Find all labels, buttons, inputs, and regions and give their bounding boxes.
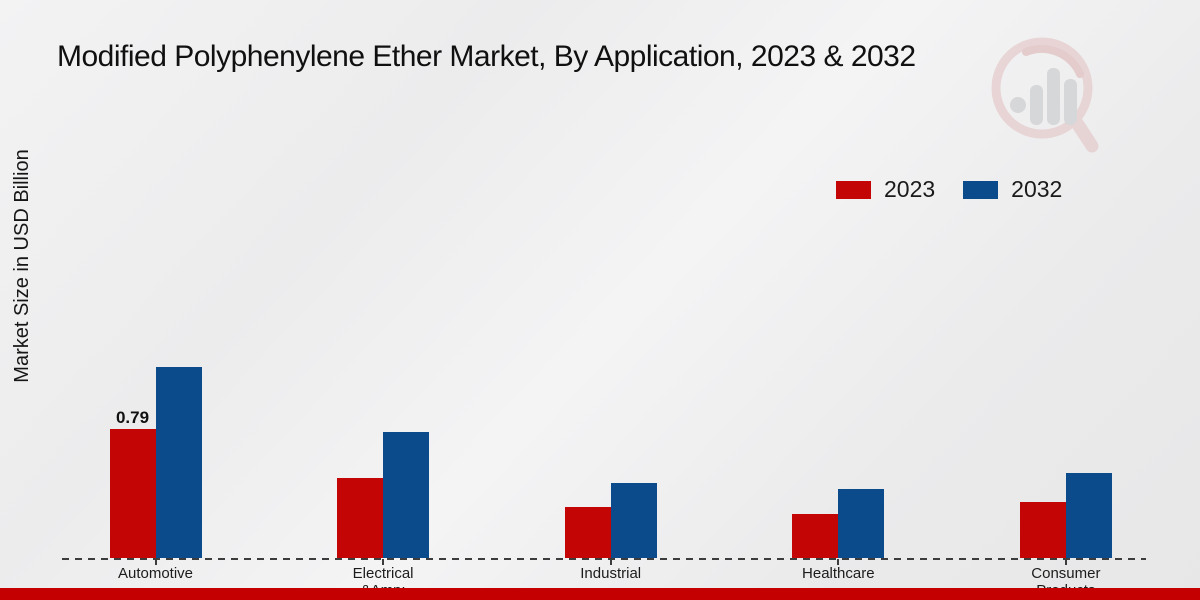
bar-2023-industrial [564,507,611,558]
category-label-automotive: Automotive [117,565,194,582]
legend-item-2023: 2023 [836,176,935,203]
bar-2023-electrical-amp [337,478,384,558]
legend-swatch-2032 [963,180,999,199]
bar-2032-consumer-products [1065,473,1112,558]
bar-2023-healthcare [792,514,839,558]
magnifier-ring [991,37,1093,139]
category-label-industrial: Industrial [580,565,642,582]
logo-bar-small [1030,85,1043,125]
x-tick-consumer-products [1064,559,1067,565]
x-axis-dashed-baseline [62,558,1146,560]
bar-2023-consumer-products [1019,502,1066,558]
bar-2032-healthcare [838,489,885,558]
logo-bar-tall [1047,68,1060,125]
magnifier-handle [1070,116,1099,153]
legend-label-2023: 2023 [884,176,936,202]
magnifier-chart-logo [991,37,1099,153]
legend-swatch-2023 [836,180,871,199]
x-tick-industrial [609,559,612,565]
bar-2032-electrical-amp [383,432,430,558]
x-tick-automotive [154,559,157,565]
bottom-red-banner [0,588,1200,600]
bar-2023-automotive [109,429,156,558]
chart-title: Modified Polyphenylene Ether Market, By … [57,40,916,73]
legend-item-2032: 2032 [963,176,1062,203]
logo-bar-medium [1064,79,1077,125]
logo-dot [1010,97,1026,113]
logo-arrow-arc [1022,45,1084,78]
bar-2032-automotive [155,367,202,558]
legend: 2023 2032 [836,176,1062,203]
bar-2032-industrial [610,483,657,558]
legend-label-2032: 2032 [1011,176,1063,202]
x-tick-healthcare [837,559,840,565]
category-label-healthcare: Healthcare [802,565,875,582]
bar-value-label: 0.79 [115,408,150,427]
x-tick-electrical-amp [382,559,385,565]
